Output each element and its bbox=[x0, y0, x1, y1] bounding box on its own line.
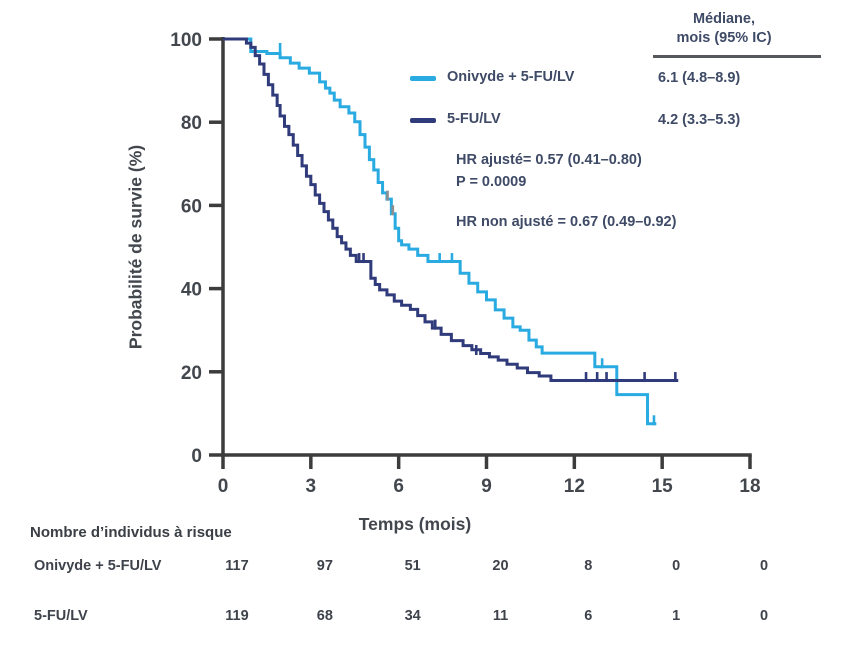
risk-value: 0 bbox=[672, 558, 681, 574]
y-tick-label: 20 bbox=[181, 363, 202, 384]
legend-swatch-fulv bbox=[410, 118, 436, 123]
x-tick-label: 18 bbox=[739, 476, 760, 497]
risk-value: 68 bbox=[316, 608, 333, 624]
risk-row-label: Onivyde + 5-FU/LV bbox=[34, 558, 162, 574]
risk-table-row: Onivyde + 5-FU/LV 117 97 51 20 8 0 0 bbox=[0, 558, 852, 578]
km-curve-onivyde bbox=[223, 37, 657, 426]
median-header-line1: Médiane, bbox=[692, 11, 756, 27]
risk-value: 51 bbox=[404, 558, 421, 574]
risk-value: 117 bbox=[225, 558, 249, 574]
x-tick-label: 12 bbox=[564, 476, 585, 497]
y-tick-label: 40 bbox=[181, 280, 202, 301]
x-tick-label: 15 bbox=[652, 476, 674, 497]
median-header-line2: mois (95% IC) bbox=[676, 30, 772, 46]
y-tick-label: 100 bbox=[170, 30, 202, 51]
hr-unadjusted-text: HR non ajusté = 0.67 (0.49–0.92) bbox=[456, 214, 677, 230]
legend-swatch-onivyde bbox=[410, 76, 436, 81]
risk-value: 1 bbox=[672, 608, 681, 624]
risk-table-row: 5-FU/LV 119 68 34 11 6 1 0 bbox=[0, 608, 852, 628]
risk-value: 0 bbox=[759, 558, 769, 574]
x-tick-label: 0 bbox=[218, 476, 229, 497]
x-tick-label: 6 bbox=[393, 476, 404, 497]
risk-table-title: Nombre d’individus à risque bbox=[30, 524, 232, 541]
median-header-rule bbox=[653, 55, 821, 58]
risk-row-label: 5-FU/LV bbox=[34, 608, 88, 624]
risk-value: 119 bbox=[225, 608, 249, 624]
median-value-fulv: 4.2 (3.3–5.3) bbox=[658, 112, 741, 128]
risk-value: 6 bbox=[584, 608, 593, 624]
x-tick-label: 3 bbox=[306, 476, 317, 497]
y-tick-label: 0 bbox=[191, 446, 202, 467]
x-axis-title: Temps (mois) bbox=[358, 514, 472, 534]
legend-label-onivyde: Onivyde + 5-FU/LV bbox=[447, 69, 575, 85]
risk-value: 11 bbox=[492, 608, 509, 624]
risk-value: 0 bbox=[759, 608, 769, 624]
risk-value: 97 bbox=[316, 558, 333, 574]
x-tick-label: 9 bbox=[481, 476, 492, 497]
median-column-header: Médiane, mois (95% IC) bbox=[642, 10, 806, 48]
p-value-text: P = 0.0009 bbox=[456, 174, 527, 190]
y-tick-label: 80 bbox=[181, 113, 202, 134]
median-value-onivyde: 6.1 (4.8–8.9) bbox=[658, 70, 741, 86]
risk-value: 8 bbox=[584, 558, 593, 574]
km-curve-fulv bbox=[223, 37, 679, 383]
legend-label-fulv: 5-FU/LV bbox=[447, 111, 501, 127]
risk-value: 34 bbox=[404, 608, 421, 624]
hr-adjusted-text: HR ajusté= 0.57 (0.41–0.80) bbox=[456, 152, 642, 168]
risk-value: 20 bbox=[492, 558, 509, 574]
y-tick-label: 60 bbox=[181, 196, 202, 217]
